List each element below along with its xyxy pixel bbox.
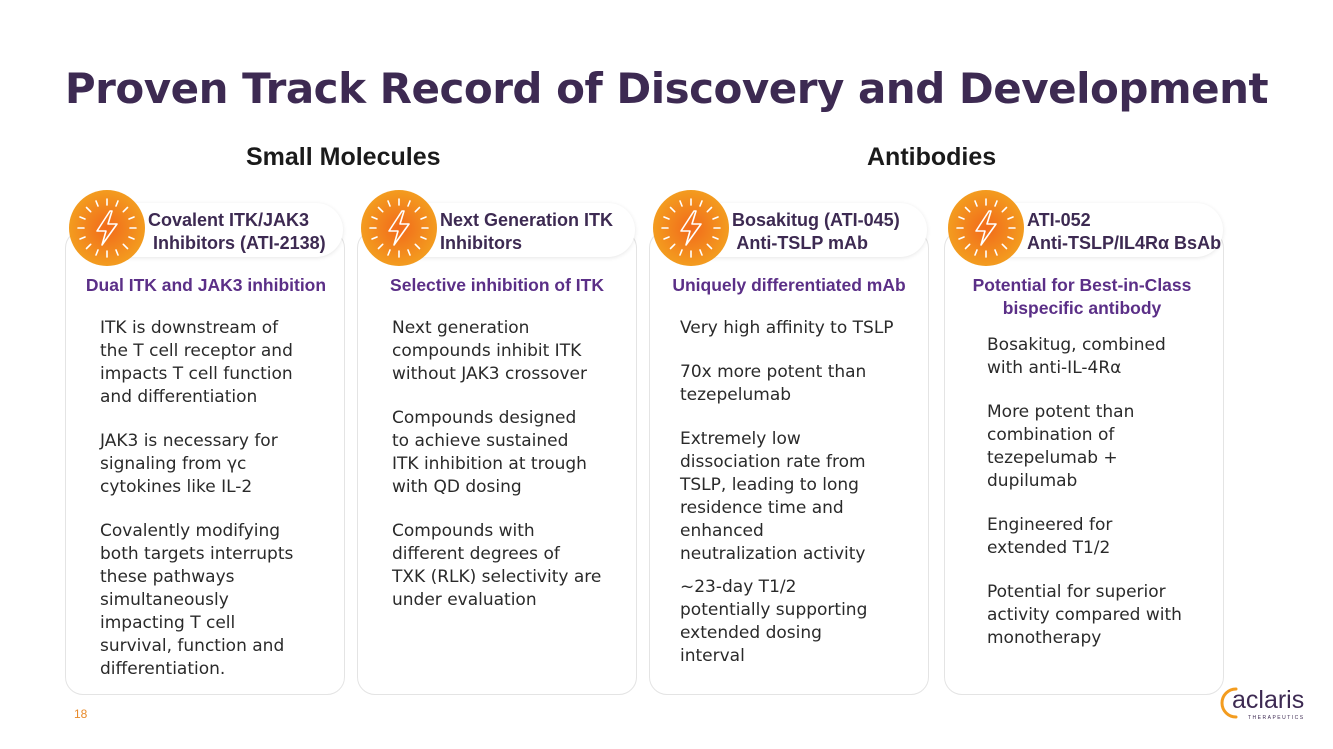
lightning-icon [69, 190, 145, 266]
aclaris-logo: aclaris THERAPEUTICS [1218, 684, 1308, 726]
bullet-item: ~23-day T1/2 potentially supporting exte… [680, 577, 868, 666]
section-heading-small-molecules: Small Molecules [246, 143, 441, 171]
card-subtitle: Potential for Best-in-Class bispecific a… [972, 275, 1192, 318]
bullet-list: ITK is downstream of the T cell receptor… [100, 317, 340, 702]
card-covalent-itk-jak3 [65, 230, 345, 695]
lightning-icon [948, 190, 1024, 266]
lightning-icon [653, 190, 729, 266]
pill-line-2: Anti-TSLP mAb [732, 233, 868, 253]
bullet-item: Extremely low dissociation rate from TSL… [680, 429, 866, 564]
slide-title: Proven Track Record of Discovery and Dev… [64, 64, 1269, 113]
card-subtitle: Uniquely differentiated mAb [672, 275, 906, 295]
bullet-list: Very high affinity to TSLP 70x more pote… [680, 317, 925, 689]
pill-next-gen-itk: Next Generation ITK Inhibitors [392, 203, 635, 257]
bullet-item: 70x more potent than tezepelumab [680, 362, 867, 405]
card-bosakitug [649, 230, 929, 695]
bullet-item: Covalently modifying both targets interr… [100, 521, 294, 679]
bullet-item: Compounds designed to achieve sustained … [392, 408, 587, 497]
bullet-item: Bosakitug, combined with anti-IL-4Rα [987, 335, 1166, 378]
lightning-icon [361, 190, 437, 266]
logo-arc-icon [1220, 687, 1238, 719]
card-ati-052 [944, 230, 1224, 695]
bullet-item: Engineered for extended T1/2 [987, 515, 1113, 558]
bullet-item: Very high affinity to TSLP [680, 318, 894, 338]
bullet-item: Next generation compounds inhibit ITK wi… [392, 318, 588, 384]
pill-line-2: Inhibitors [440, 233, 522, 253]
bullet-item: More potent than combination of tezepelu… [987, 402, 1135, 491]
pill-line-1: Bosakitug (ATI-045) [732, 210, 900, 230]
bullet-item: Potential for superior activity compared… [987, 582, 1182, 648]
logo-wordmark: aclaris [1232, 686, 1305, 714]
card-next-gen-itk [357, 230, 637, 695]
bullet-list: Next generation compounds inhibit ITK wi… [392, 317, 632, 633]
pill-line-1: Next Generation ITK [440, 210, 614, 230]
logo-tagline: THERAPEUTICS [1248, 715, 1305, 721]
bullet-list: Bosakitug, combined with anti-IL-4Rα Mor… [987, 334, 1219, 671]
bullet-item: Compounds with different degrees of TXK … [392, 521, 602, 610]
pill-line-2: Anti-TSLP/IL4Rα BsAb [1027, 233, 1222, 253]
page-number: 18 [74, 707, 88, 721]
card-subtitle: Dual ITK and JAK3 inhibition [85, 275, 327, 295]
pill-line-2: Inhibitors (ATI-2138) [148, 233, 326, 253]
bullet-item: ITK is downstream of the T cell receptor… [100, 318, 293, 407]
bullet-item: JAK3 is necessary for signaling from γc … [100, 431, 278, 497]
section-heading-antibodies: Antibodies [867, 143, 997, 171]
pill-line-1: Covalent ITK/JAK3 [148, 210, 310, 230]
card-subtitle: Selective inhibition of ITK [390, 275, 604, 295]
pill-line-1: ATI-052 [1027, 210, 1091, 230]
